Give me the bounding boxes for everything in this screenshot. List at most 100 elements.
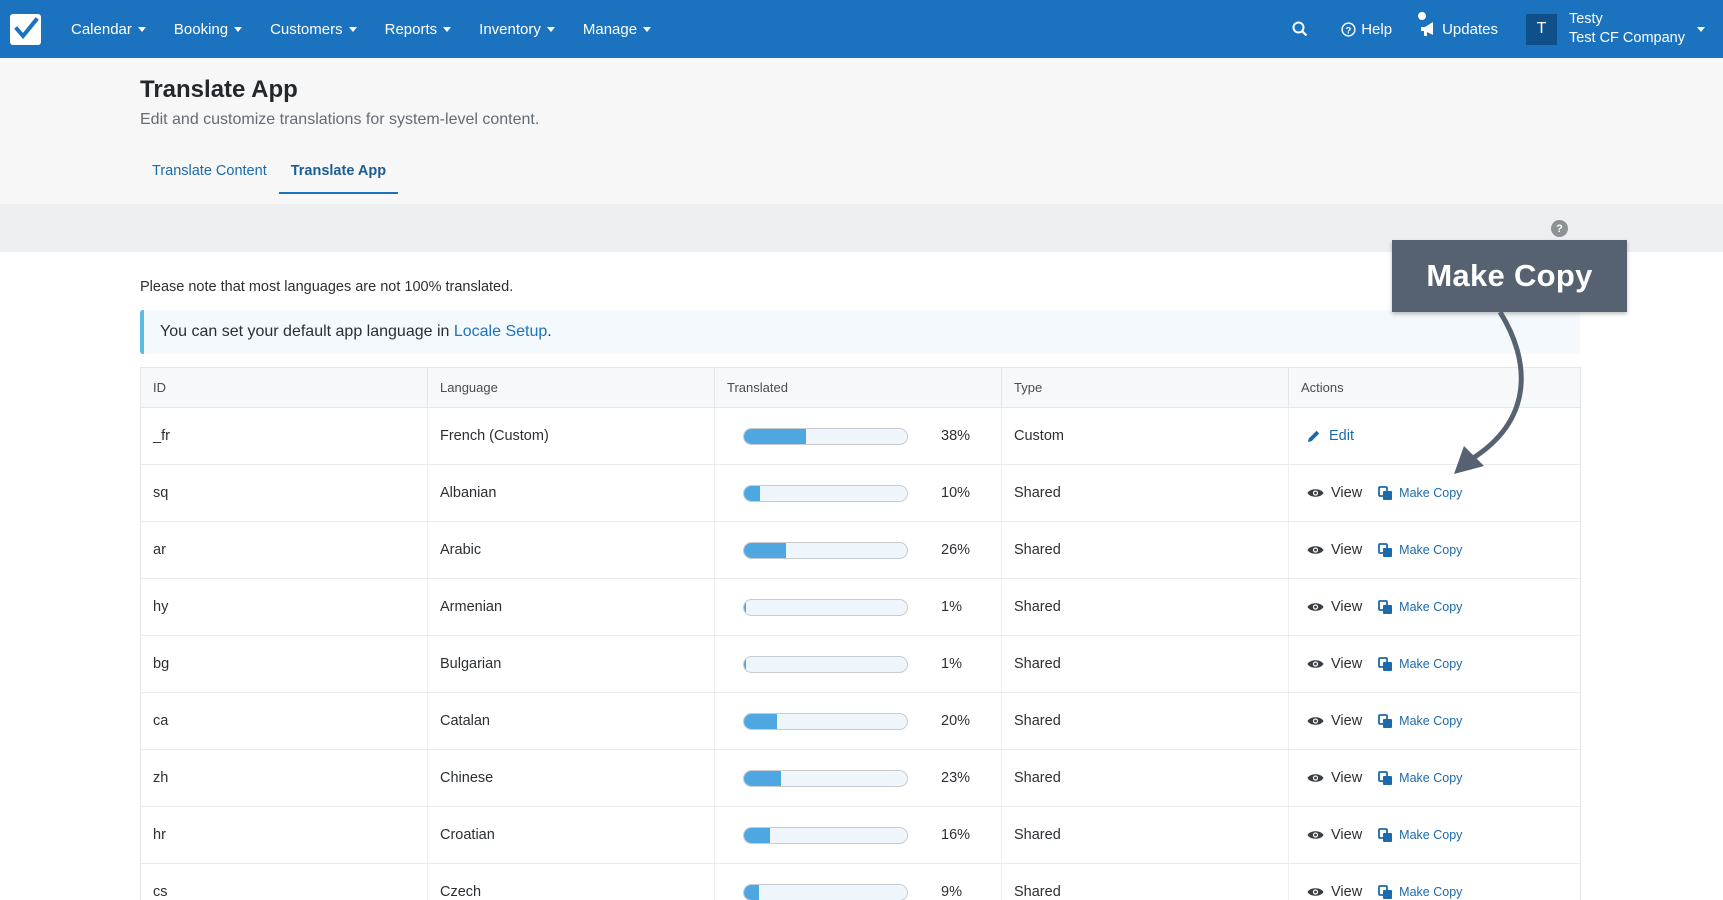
header-translated[interactable]: Translated — [715, 368, 1002, 407]
tab-translate-content[interactable]: Translate Content — [152, 163, 267, 179]
table-body: _fr French (Custom) 38% Custom Edit sq A… — [141, 408, 1580, 900]
make-copy-callout: Make Copy — [1392, 240, 1627, 312]
help-label: Help — [1361, 20, 1393, 38]
cell-id: ar — [141, 522, 428, 578]
page-title: Translate App — [140, 76, 298, 103]
pencil-icon — [1308, 430, 1320, 442]
nav-reports[interactable]: Reports — [371, 0, 466, 58]
percent-label: 9% — [941, 884, 962, 900]
table-row: ca Catalan 20% Shared View Make Copy — [141, 693, 1580, 750]
make-copy-button[interactable]: Make Copy — [1378, 656, 1462, 672]
eye-icon — [1307, 888, 1324, 896]
header-id[interactable]: ID — [141, 368, 428, 407]
tab-translate-app[interactable]: Translate App — [278, 156, 399, 194]
table-row: hy Armenian 1% Shared View Make Copy — [141, 579, 1580, 636]
view-button[interactable]: View — [1307, 485, 1362, 501]
nav-manage[interactable]: Manage — [569, 0, 665, 58]
nav-inventory-label: Inventory — [479, 20, 541, 38]
make-copy-button[interactable]: Make Copy — [1378, 542, 1462, 558]
user-info: Testy Test CF Company — [1569, 10, 1685, 48]
make-copy-button[interactable]: Make Copy — [1378, 884, 1462, 900]
nav-booking-label: Booking — [173, 20, 229, 38]
copy-icon — [1378, 770, 1393, 785]
progress-bar — [743, 655, 908, 673]
cell-actions: View Make Copy — [1289, 750, 1580, 806]
view-button[interactable]: View — [1307, 827, 1362, 843]
nav-booking[interactable]: Booking — [160, 0, 256, 58]
cell-type: Shared — [1002, 693, 1289, 749]
info-prefix: You can set your default app language in — [160, 323, 454, 340]
cell-type: Custom — [1002, 408, 1289, 464]
help-circle-icon[interactable]: ? — [1551, 220, 1568, 237]
nav-calendar[interactable]: Calendar — [57, 0, 160, 58]
cell-translated: 26% — [715, 522, 1002, 578]
view-button[interactable]: View — [1307, 713, 1362, 729]
cell-actions: View Make Copy — [1289, 807, 1580, 863]
nav-calendar-label: Calendar — [71, 20, 132, 38]
percent-label: 10% — [941, 485, 971, 501]
cell-id: _fr — [141, 408, 428, 464]
cell-id: zh — [141, 750, 428, 806]
view-button[interactable]: View — [1307, 542, 1362, 558]
search-icon — [1292, 21, 1308, 37]
user-menu[interactable]: T Testy Test CF Company — [1525, 10, 1705, 48]
view-label: View — [1331, 485, 1363, 501]
cell-translated: 20% — [715, 693, 1002, 749]
cell-language: Czech — [428, 864, 715, 900]
progress-fill — [744, 713, 777, 729]
nav-customers-label: Customers — [270, 20, 343, 38]
cell-translated: 38% — [715, 408, 1002, 464]
search-button[interactable] — [1292, 21, 1313, 37]
view-button[interactable]: View — [1307, 599, 1362, 615]
view-button[interactable]: View — [1307, 770, 1362, 786]
cell-language: Armenian — [428, 579, 715, 635]
nav-customers[interactable]: Customers — [256, 0, 371, 58]
view-button[interactable]: View — [1307, 884, 1362, 900]
make-copy-label: Make Copy — [1399, 486, 1463, 500]
eye-icon — [1307, 660, 1324, 668]
progress-bar — [743, 826, 908, 844]
top-navbar: Calendar Booking Customers Reports Inven… — [0, 0, 1723, 58]
view-button[interactable]: View — [1307, 656, 1362, 672]
progress-fill — [744, 485, 761, 501]
cell-actions: View Make Copy — [1289, 522, 1580, 578]
main-nav: Calendar Booking Customers Reports Inven… — [57, 0, 665, 58]
copy-icon — [1378, 827, 1393, 842]
cell-type: Shared — [1002, 807, 1289, 863]
table-row: bg Bulgarian 1% Shared View Make Copy — [141, 636, 1580, 693]
cell-translated: 1% — [715, 636, 1002, 692]
user-name: Testy — [1568, 11, 1603, 27]
avatar: T — [1525, 13, 1557, 45]
nav-inventory[interactable]: Inventory — [465, 0, 569, 58]
cell-type: Shared — [1002, 750, 1289, 806]
header-type[interactable]: Type — [1002, 368, 1289, 407]
cell-translated: 1% — [715, 579, 1002, 635]
cell-actions: View Make Copy — [1289, 864, 1580, 900]
caret-down-icon — [443, 26, 452, 32]
caret-down-icon — [643, 26, 652, 32]
progress-fill — [744, 599, 746, 615]
caret-down-icon — [137, 26, 146, 32]
app-logo-icon[interactable] — [10, 13, 41, 45]
header-language[interactable]: Language — [428, 368, 715, 407]
table-row: _fr French (Custom) 38% Custom Edit — [141, 408, 1580, 465]
locale-setup-link[interactable]: Locale Setup — [453, 323, 548, 340]
make-copy-button[interactable]: Make Copy — [1378, 599, 1462, 615]
progress-bar — [743, 883, 908, 900]
make-copy-button[interactable]: Make Copy — [1378, 485, 1463, 501]
cell-translated: 23% — [715, 750, 1002, 806]
copy-icon — [1378, 485, 1393, 500]
progress-bar — [743, 769, 908, 787]
progress-bar — [743, 427, 908, 445]
info-suffix: . — [547, 323, 552, 340]
make-copy-button[interactable]: Make Copy — [1378, 770, 1462, 786]
caret-down-icon — [234, 26, 243, 32]
updates-link[interactable]: Updates — [1418, 11, 1498, 38]
make-copy-button[interactable]: Make Copy — [1378, 827, 1462, 843]
edit-button[interactable]: Edit — [1307, 428, 1354, 444]
view-label: View — [1331, 770, 1363, 786]
make-copy-button[interactable]: Make Copy — [1378, 713, 1462, 729]
nav-reports-label: Reports — [384, 20, 438, 38]
help-link[interactable]: ? Help — [1341, 21, 1392, 38]
copy-icon — [1378, 599, 1393, 614]
